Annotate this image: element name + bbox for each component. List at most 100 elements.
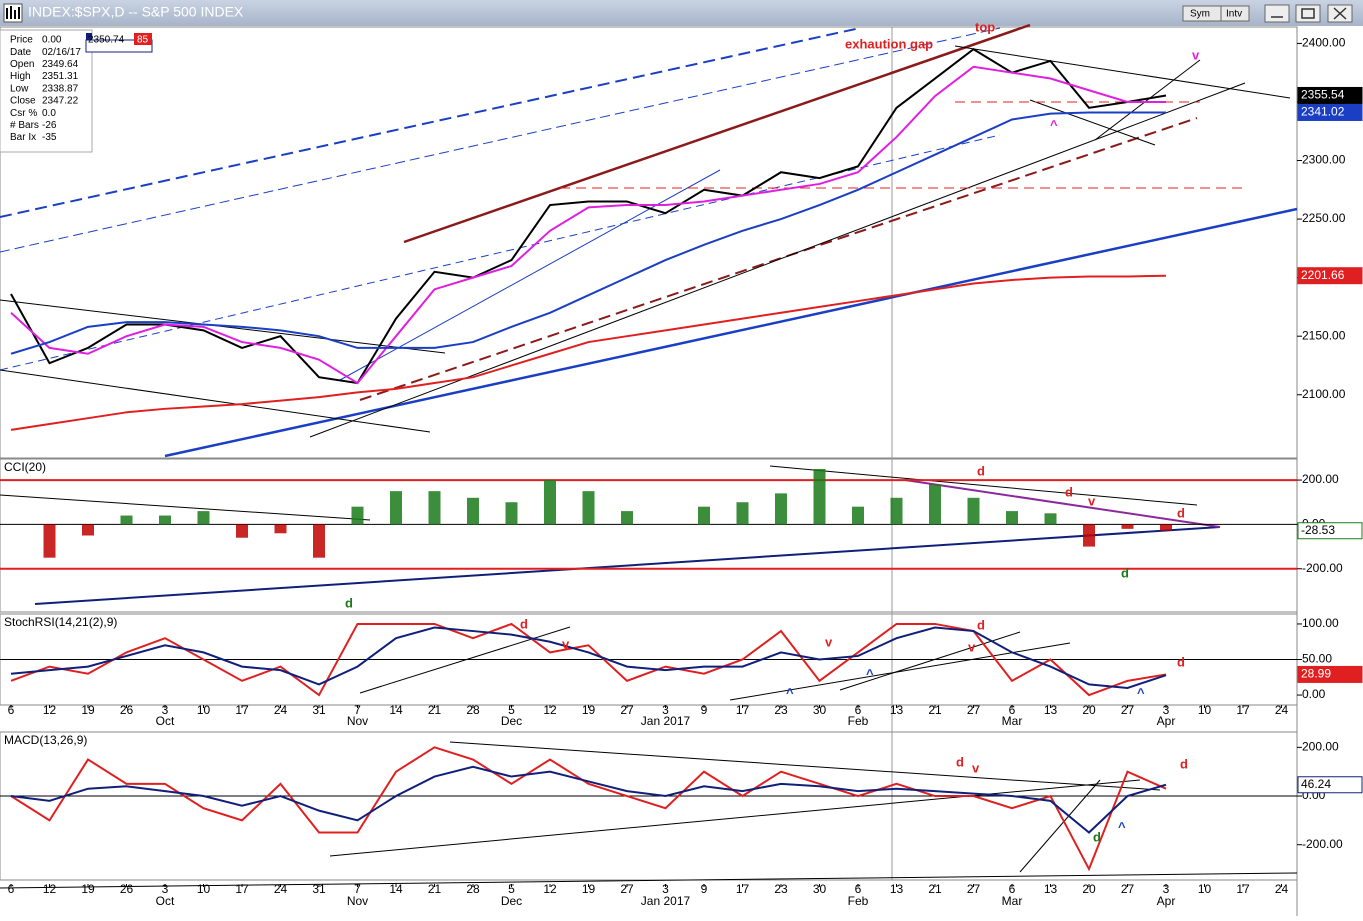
x-tick-label: 17 — [736, 882, 750, 896]
x-tick-label: 13 — [1044, 882, 1058, 896]
maximize-button[interactable] — [1295, 4, 1321, 23]
month-label: Apr — [1157, 714, 1176, 728]
histogram-bar — [1044, 513, 1057, 525]
month-label: Apr — [1157, 894, 1176, 908]
annotation: v — [562, 636, 570, 651]
month-label: Mar — [1002, 894, 1023, 908]
annotation: v — [1088, 493, 1096, 508]
data-window-value: 2351.31 — [42, 71, 79, 82]
series-line — [10, 746, 1167, 872]
x-tick-label: 30 — [813, 882, 827, 896]
month-label: Oct — [156, 714, 175, 728]
histogram-bar — [698, 506, 710, 525]
x-tick-label: 7 — [354, 882, 361, 896]
data-window-label: High — [10, 71, 31, 82]
annotation: exhaution gap — [845, 36, 933, 51]
annotation: v — [972, 760, 980, 775]
trend-lines — [0, 23, 1298, 889]
x-tick-label: 6 — [1009, 703, 1016, 717]
x-tick-label: 19 — [81, 703, 95, 717]
data-window-value: 02/16/17 — [42, 47, 81, 58]
histogram-bar — [236, 524, 248, 538]
x-tick-label: 14 — [389, 703, 403, 717]
x-tick-label: 21 — [928, 703, 942, 717]
histogram-bar — [1083, 524, 1095, 547]
x-tick-label: 3 — [1163, 882, 1170, 896]
x-tick-label: 27 — [1121, 703, 1135, 717]
last-value-label: -28.53 — [1301, 523, 1335, 537]
panel-title: MACD(13,26,9) — [4, 733, 87, 747]
month-label: Jan 2017 — [641, 894, 691, 908]
last-value-box — [1297, 776, 1363, 794]
sym-button-label[interactable]: Sym — [1190, 9, 1210, 20]
intv-button[interactable] — [1220, 5, 1250, 22]
month-label: Nov — [347, 894, 368, 908]
x-tick-label: 27 — [967, 882, 981, 896]
month-label: Oct — [156, 894, 175, 908]
x-tick-label: 6 — [8, 882, 15, 896]
x-tick-label: 23 — [774, 882, 788, 896]
month-label: Feb — [848, 714, 869, 728]
series-line — [10, 626, 1167, 689]
last-value-box — [1297, 522, 1363, 540]
x-tick-label: 19 — [582, 882, 596, 896]
y-tick-label: 100.00 — [1302, 616, 1339, 630]
annotation: d — [977, 617, 985, 632]
app-icon-glyph — [6, 6, 20, 19]
month-label: Dec — [501, 714, 522, 728]
histogram-bar — [313, 524, 325, 558]
histogram-bar — [1121, 524, 1134, 529]
x-tick-label: 17 — [1236, 882, 1250, 896]
annotation: d — [977, 463, 985, 478]
month-label: Mar — [1002, 714, 1023, 728]
annotation: d — [1093, 829, 1101, 844]
data-window-label: Open — [10, 59, 34, 70]
x-tick-label: 17 — [235, 703, 249, 717]
data-window-value: 0.0 — [42, 108, 56, 119]
intv-button-label[interactable]: Intv — [1226, 9, 1242, 20]
annotation: d — [1180, 756, 1188, 771]
x-tick-label: 20 — [1082, 703, 1096, 717]
month-label: Nov — [347, 714, 368, 728]
histogram-bar — [967, 497, 980, 525]
x-tick-label: 24 — [1275, 882, 1289, 896]
annotation: ^ — [866, 666, 874, 681]
minimize-button[interactable] — [1264, 4, 1290, 23]
histogram-bar — [82, 524, 94, 536]
count-box: 85 — [137, 35, 149, 46]
x-tick-label: 3 — [1163, 703, 1170, 717]
x-tick-label: 17 — [736, 703, 750, 717]
x-tick-label: 10 — [1198, 703, 1212, 717]
histogram-bar — [544, 480, 556, 525]
y-tick-label: 200.00 — [1302, 740, 1339, 754]
histogram-bar — [1006, 511, 1018, 525]
histogram-bar — [351, 506, 364, 525]
y-tick-label: 50.00 — [1302, 652, 1332, 666]
annotation: d — [1177, 654, 1185, 669]
x-tick-label: 27 — [967, 703, 981, 717]
annotation: ^ — [1137, 685, 1145, 700]
y-tick-label: -200.00 — [1302, 837, 1343, 851]
data-window-value: 2338.87 — [42, 83, 79, 94]
last-value-label: 2201.66 — [1301, 268, 1345, 282]
annotation: v — [825, 634, 833, 649]
last-value-box — [1297, 86, 1363, 104]
histogram-bar — [736, 502, 749, 525]
x-tick-label: 12 — [543, 882, 557, 896]
data-window-value: 0.00 — [42, 35, 62, 46]
histogram-bar — [1160, 524, 1172, 531]
x-tick-label: 24 — [274, 882, 288, 896]
last-value-label: 2341.02 — [1301, 105, 1345, 119]
x-tick-label: 13 — [890, 882, 904, 896]
x-tick-label: 30 — [813, 703, 827, 717]
data-window-label: Low — [10, 83, 29, 94]
data-window-label: Close — [10, 96, 36, 107]
histogram-bar — [120, 515, 133, 525]
window-title: INDEX:$SPX,D -- S&P 500 INDEX — [28, 4, 244, 20]
x-tick-label: 5 — [508, 703, 515, 717]
series-line — [10, 111, 1167, 355]
last-value-label: 2355.54 — [1301, 88, 1345, 102]
x-tick-label: 10 — [1198, 882, 1212, 896]
series-line — [10, 765, 1167, 834]
